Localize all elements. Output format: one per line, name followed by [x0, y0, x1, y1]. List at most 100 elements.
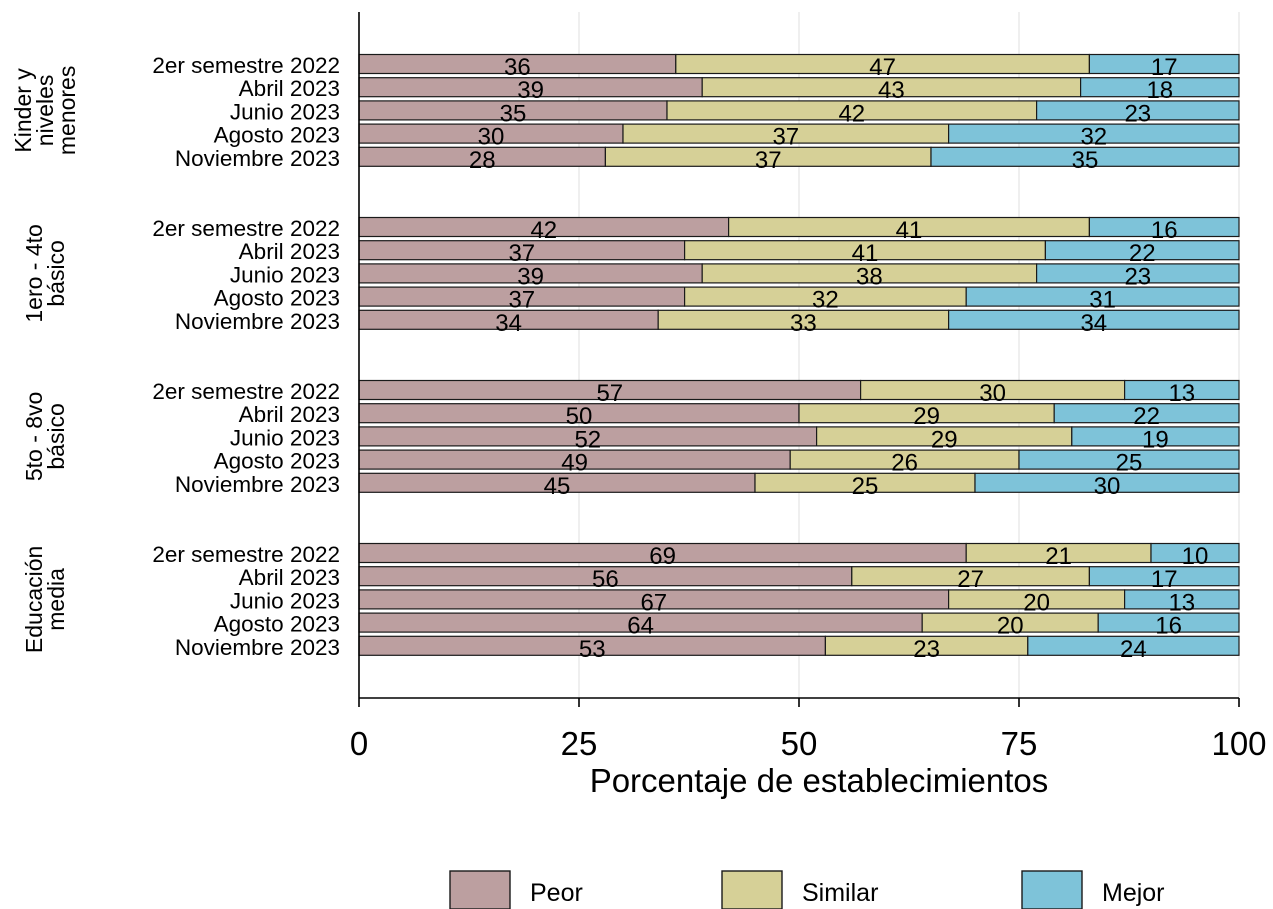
bar-segment-mejor: [1027, 635, 1240, 656]
row-label: Agosto 2023: [214, 123, 340, 148]
row-label: Agosto 2023: [214, 286, 340, 311]
data-label: 50: [566, 403, 593, 430]
group-label-line: media: [43, 568, 69, 631]
data-label: 69: [649, 543, 676, 570]
x-tick-label: 100: [1211, 725, 1266, 762]
data-label: 16: [1151, 217, 1178, 244]
row-label: Agosto 2023: [214, 449, 340, 474]
bar-segment-mejor: [974, 472, 1240, 493]
data-label: 35: [500, 100, 527, 127]
legend-label-mejor: Mejor: [1102, 879, 1165, 907]
data-label: 33: [790, 310, 817, 337]
data-label: 37: [772, 124, 799, 151]
row-label: Noviembre 2023: [175, 635, 340, 660]
bar-segment-mejor: [1018, 449, 1240, 470]
data-label: 22: [1129, 240, 1156, 267]
data-label: 53: [579, 636, 606, 663]
data-labels: 36 47 17 39 43 18 35 42 23 30 37 32 28 37 35 42 41 16 37 41…: [469, 54, 1209, 663]
data-label: 30: [478, 124, 505, 151]
row-label: Noviembre 2023: [175, 146, 340, 171]
group-label-line: niveles: [32, 75, 58, 147]
data-label: 29: [913, 403, 940, 430]
group-label-line: 1ero - 4to: [21, 224, 47, 322]
bar-segment-mejor: [947, 309, 1240, 330]
x-tick-label: 25: [561, 725, 598, 762]
group-label-line: básico: [43, 240, 69, 306]
row-label: 2er semestre 2022: [152, 379, 340, 404]
data-label: 52: [574, 426, 601, 453]
data-label: 42: [530, 217, 557, 244]
bar-segment-mejor: [1088, 216, 1240, 238]
bar-segment-mejor: [1053, 403, 1240, 424]
data-label: 17: [1151, 54, 1178, 81]
data-label: 37: [508, 287, 535, 314]
legend-swatch-similar: [721, 870, 783, 909]
data-label: 13: [1168, 380, 1195, 407]
data-label: 13: [1168, 589, 1195, 616]
group-label-line: Kinder y: [10, 68, 36, 153]
row-label: Abril 2023: [239, 239, 340, 264]
bar-segment-mejor: [1088, 566, 1240, 587]
bar-segment-mejor: [947, 123, 1240, 144]
data-label: 18: [1146, 77, 1173, 104]
x-tick-label: 50: [781, 725, 818, 762]
row-label: Noviembre 2023: [175, 472, 340, 497]
data-label: 32: [812, 287, 839, 314]
data-label: 23: [1124, 100, 1151, 127]
data-label: 41: [896, 217, 923, 244]
row-label: Abril 2023: [239, 565, 340, 590]
bar-segment-mejor: [930, 146, 1240, 167]
data-label: 36: [504, 54, 531, 81]
data-label: 47: [869, 54, 896, 81]
data-label: 20: [997, 613, 1024, 640]
data-label: 57: [596, 380, 623, 407]
bar-segment-mejor: [1150, 542, 1240, 564]
data-label: 27: [957, 566, 984, 593]
data-label: 32: [1080, 124, 1107, 151]
row-label: Abril 2023: [239, 402, 340, 427]
data-label: 10: [1182, 543, 1209, 570]
data-label: 38: [856, 263, 883, 290]
data-label: 28: [469, 147, 496, 174]
data-label: 56: [592, 566, 619, 593]
data-label: 25: [852, 473, 879, 500]
data-label: 42: [838, 100, 865, 127]
data-label: 39: [517, 77, 544, 104]
bar-segment-mejor: [1088, 53, 1240, 75]
data-label: 49: [561, 450, 588, 477]
legend-label-peor: Peor: [530, 879, 583, 907]
data-label: 41: [852, 240, 879, 267]
bar-segment-mejor: [1079, 77, 1240, 98]
legend-swatch-mejor: [1021, 870, 1083, 909]
row-label: Junio 2023: [230, 99, 340, 124]
legend-swatch-peor: [449, 870, 511, 909]
bar-segment-mejor: [1123, 589, 1240, 610]
data-label: 23: [1124, 263, 1151, 290]
row-label: Agosto 2023: [214, 612, 340, 637]
data-label: 39: [517, 263, 544, 290]
row-label: 2er semestre 2022: [152, 53, 340, 78]
group-label-line: Educación: [21, 546, 47, 653]
row-label: Abril 2023: [239, 76, 340, 101]
data-label: 37: [508, 240, 535, 267]
data-label: 43: [878, 77, 905, 104]
data-label: 17: [1151, 566, 1178, 593]
data-label: 21: [1045, 543, 1072, 570]
data-label: 19: [1142, 426, 1169, 453]
bar-segment-mejor: [1123, 379, 1240, 401]
data-label: 29: [931, 426, 958, 453]
data-label: 30: [979, 380, 1006, 407]
data-label: 67: [640, 589, 667, 616]
data-label: 16: [1155, 613, 1182, 640]
bar-segment-mejor: [1097, 612, 1240, 633]
x-tick-label: 75: [1001, 725, 1038, 762]
data-label: 34: [495, 310, 522, 337]
bars: [358, 53, 1240, 656]
row-label: Junio 2023: [230, 588, 340, 613]
data-label: 23: [913, 636, 940, 663]
row-label: Junio 2023: [230, 262, 340, 287]
